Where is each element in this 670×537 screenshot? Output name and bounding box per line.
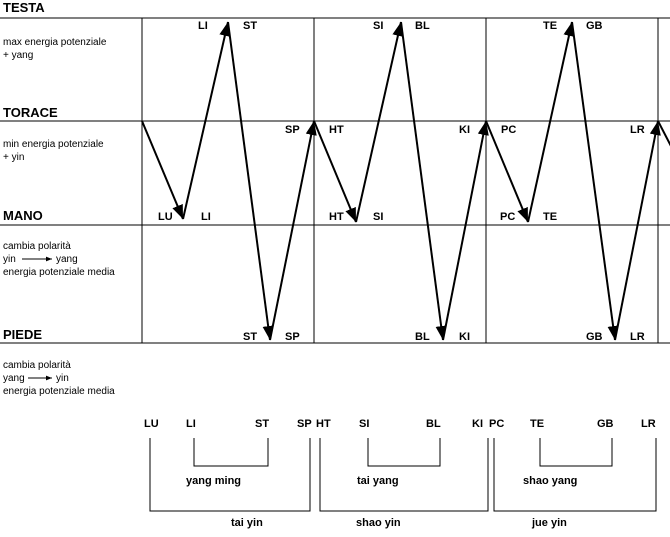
polarity-to: yin <box>56 373 69 384</box>
channel-label: GB <box>597 418 614 430</box>
point-label: GB <box>586 331 603 343</box>
pair-label: tai yin <box>231 517 263 529</box>
point-label: SI <box>373 20 383 32</box>
point-label: GB <box>586 20 603 32</box>
channel-label: SP <box>297 418 312 430</box>
polarity-to: yang <box>56 254 78 265</box>
flow-segment <box>141 120 184 220</box>
channel-label: BL <box>426 418 441 430</box>
channel-label: HT <box>316 418 331 430</box>
channel-label: LU <box>144 418 159 430</box>
pair-label: tai yang <box>357 475 399 487</box>
flow-segment <box>657 120 670 147</box>
flow-segment <box>182 21 231 220</box>
flow-segment <box>527 21 575 223</box>
point-label: PC <box>500 211 515 223</box>
level-detail: energia potenziale media <box>3 267 115 278</box>
level-title: MANO <box>3 208 43 223</box>
pair-label: shao yin <box>356 517 401 529</box>
flow-segment <box>313 120 357 223</box>
brackets <box>149 438 657 512</box>
point-label: PC <box>501 124 516 136</box>
pair-label: shao yang <box>523 475 577 487</box>
point-label: LR <box>630 331 645 343</box>
point-label: KI <box>459 124 470 136</box>
point-label: ST <box>243 20 257 32</box>
point-label: BL <box>415 331 430 343</box>
level-title: TORACE <box>3 105 58 120</box>
polarity-from: yin <box>3 254 16 265</box>
flow-segment <box>485 120 529 223</box>
channel-label: PC <box>489 418 504 430</box>
energy-flow <box>141 21 670 341</box>
level-note: cambia polarità <box>3 360 71 371</box>
point-label: HT <box>329 211 344 223</box>
channel-label: ST <box>255 418 269 430</box>
grid <box>0 17 670 344</box>
channel-label: KI <box>472 418 483 430</box>
channel-label: SI <box>359 418 369 430</box>
point-label: SP <box>285 331 300 343</box>
level-note: min energia potenziale <box>3 139 104 150</box>
point-label: TE <box>543 211 557 223</box>
level-note: + yin <box>3 152 24 163</box>
point-label: KI <box>459 331 470 343</box>
point-label: TE <box>543 20 557 32</box>
point-label: LU <box>158 211 173 223</box>
flow-segment <box>227 21 274 341</box>
level-title: TESTA <box>3 0 45 15</box>
level-detail: energia potenziale media <box>3 386 115 397</box>
channel-label: TE <box>530 418 544 430</box>
point-label: ST <box>243 331 257 343</box>
point-label: LR <box>630 124 645 136</box>
polarity-from: yang <box>3 373 25 384</box>
pair-label: jue yin <box>531 517 567 529</box>
point-label: BL <box>415 20 430 32</box>
point-label: LI <box>198 20 208 32</box>
flow-segment <box>571 21 619 341</box>
level-title: PIEDE <box>3 327 42 342</box>
level-note: cambia polarità <box>3 241 71 252</box>
point-label: SP <box>285 124 300 136</box>
point-label: HT <box>329 124 344 136</box>
flow-segment <box>442 120 489 341</box>
level-note: max energia potenziale <box>3 37 107 48</box>
flow-segment <box>269 120 317 341</box>
channel-label: LR <box>641 418 656 430</box>
level-note: + yang <box>3 50 33 61</box>
flow-segment <box>400 21 447 341</box>
point-label: SI <box>373 211 383 223</box>
point-label: LI <box>201 211 211 223</box>
flow-segment <box>355 21 404 223</box>
flow-segment <box>614 120 661 341</box>
pair-label: yang ming <box>186 475 241 487</box>
channel-label: LI <box>186 418 196 430</box>
